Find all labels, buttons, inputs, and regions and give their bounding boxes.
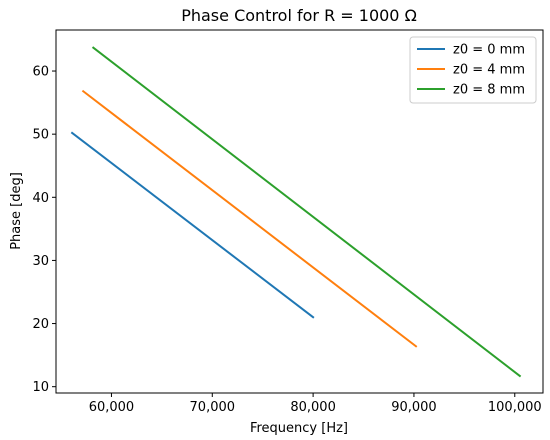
- y-tick-label: 60: [32, 65, 49, 80]
- y-tick-label: 40: [32, 191, 49, 206]
- y-axis: 10 20 30 40 50 60: [32, 65, 56, 395]
- legend-label-3: z0 = 8 mm: [453, 83, 525, 98]
- x-tick-label: 70,000: [190, 400, 236, 415]
- y-axis-label: Phase [deg]: [9, 172, 24, 250]
- x-tick-label: 100,000: [488, 400, 542, 415]
- chart-title: Phase Control for R = 1000 Ω: [181, 6, 417, 25]
- y-tick-label: 50: [32, 128, 49, 143]
- series-line-3: [91, 46, 522, 378]
- x-tick-label: 90,000: [391, 400, 437, 415]
- x-tick-label: 80,000: [290, 400, 336, 415]
- x-axis: 60,000 70,000 80,000 90,000 100,000: [89, 393, 542, 415]
- x-tick-label: 60,000: [89, 400, 135, 415]
- y-tick-label: 10: [32, 380, 49, 395]
- legend-label-2: z0 = 4 mm: [453, 63, 525, 78]
- legend: z0 = 0 mm z0 = 4 mm z0 = 8 mm: [409, 36, 537, 104]
- series-line-2: [81, 89, 418, 348]
- legend-box: [409, 36, 537, 104]
- x-axis-label: Frequency [Hz]: [250, 421, 348, 436]
- y-tick-label: 20: [32, 317, 49, 332]
- series-line-1: [70, 131, 315, 319]
- plot-frame: [55, 29, 544, 394]
- y-tick-label: 30: [32, 254, 49, 269]
- series-layer: [70, 46, 522, 378]
- legend-label-1: z0 = 0 mm: [453, 43, 525, 58]
